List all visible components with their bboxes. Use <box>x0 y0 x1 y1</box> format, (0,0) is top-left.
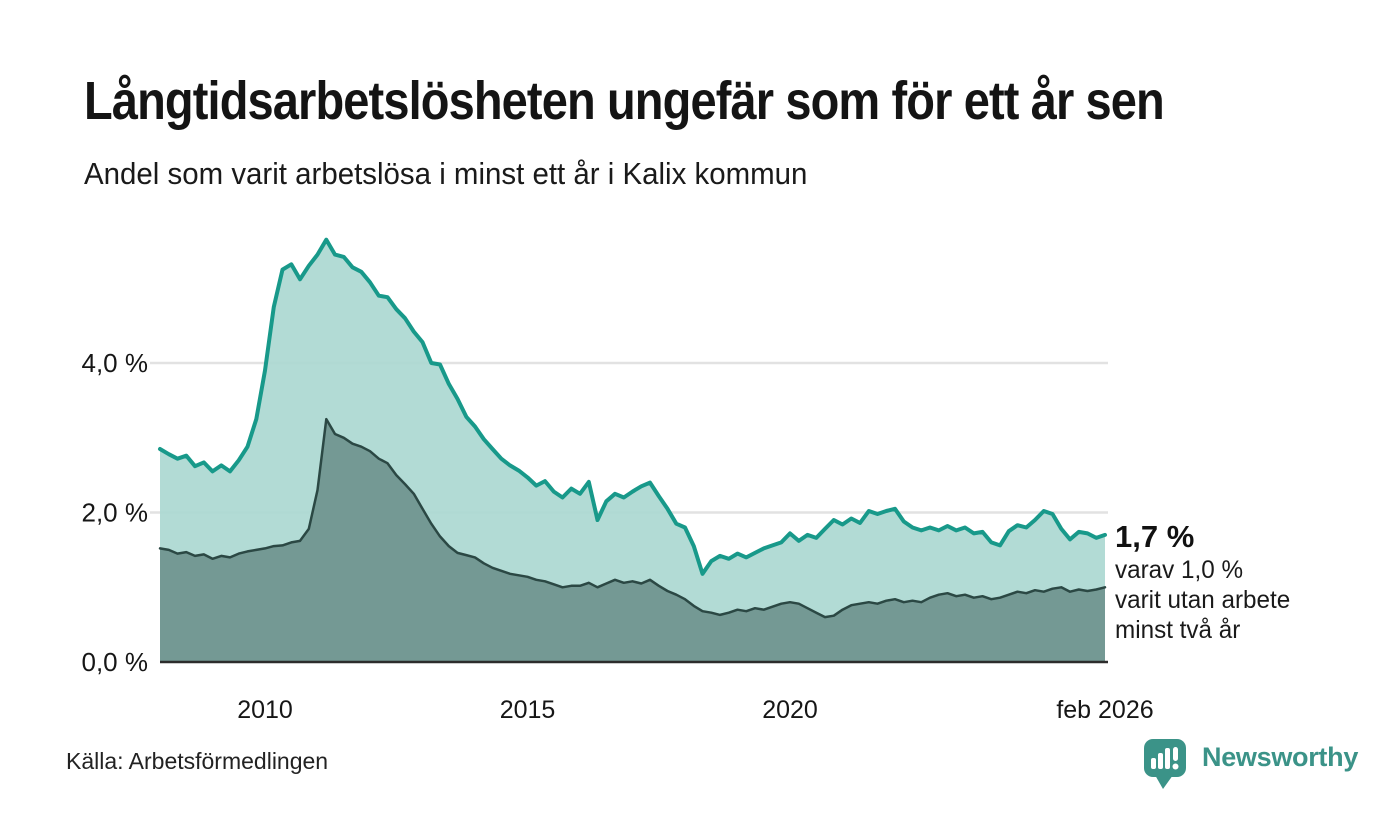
line-two-years <box>158 417 1107 619</box>
source-note: Källa: Arbetsförmedlingen <box>66 748 329 774</box>
annotation-detail-line-1: varav 1,0 % <box>1115 556 1244 584</box>
page-title: Långtidsarbetslösheten ungefär som för e… <box>84 71 1165 131</box>
newsworthy-logo-icon <box>1144 739 1186 789</box>
latest-value-label: 1,7 % <box>1115 519 1195 554</box>
latest-value-annotation: 1,7 % varav 1,0 % varit utan arbete mins… <box>1115 519 1375 645</box>
brand-name: Newsworthy <box>1202 742 1359 772</box>
x-tick-label: feb 2026 <box>1056 696 1153 724</box>
line-one-year <box>158 237 1107 576</box>
x-tick-label: 2020 <box>762 696 818 724</box>
area-two-years <box>160 419 1105 662</box>
x-tick-label: 2010 <box>237 696 293 724</box>
y-tick-label: 0,0 % <box>82 647 149 677</box>
y-tick-label: 4,0 % <box>82 348 149 378</box>
brand-lockup: Newsworthy <box>1143 738 1358 790</box>
y-tick-label: 2,0 % <box>82 498 149 528</box>
annotation-detail-line-2: varit utan arbete <box>1115 586 1291 614</box>
annotation-detail-line-3: minst två år <box>1115 616 1241 644</box>
page-subtitle: Andel som varit arbetslösa i minst ett å… <box>84 156 808 191</box>
x-tick-label: 2015 <box>500 696 556 724</box>
